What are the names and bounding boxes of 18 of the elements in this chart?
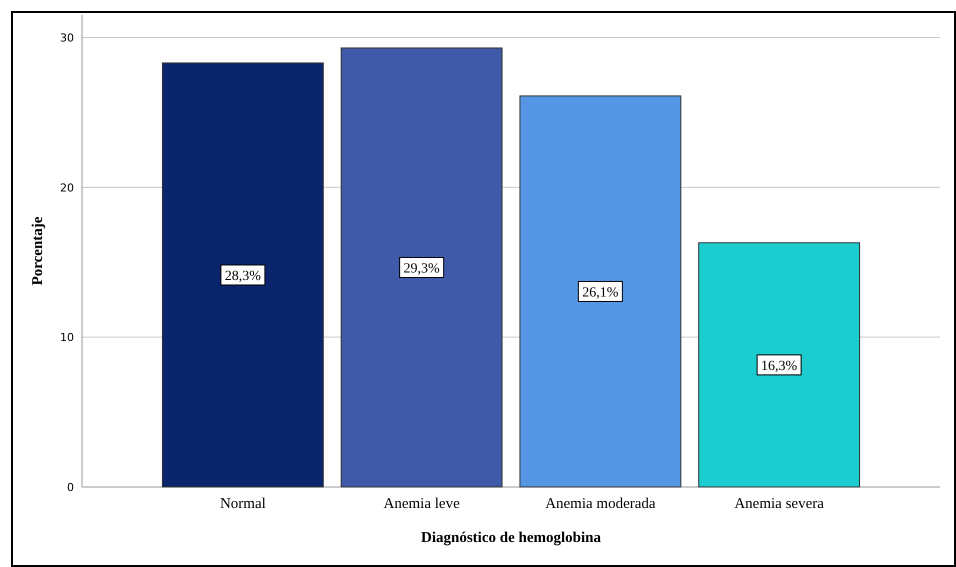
y-tick-label: 0 — [67, 481, 74, 494]
bar — [519, 95, 682, 488]
x-tick-label: Anemia moderada — [545, 496, 656, 512]
bar — [162, 62, 324, 488]
data-label: 16,3% — [761, 358, 798, 374]
y-tick-label: 30 — [60, 31, 74, 44]
x-tick-label: Anemia severa — [734, 496, 824, 512]
bar — [340, 47, 503, 488]
y-tick-label: 20 — [60, 181, 74, 194]
data-label: 28,3% — [224, 268, 262, 284]
x-tick-label: Normal — [220, 496, 266, 512]
bar — [698, 242, 860, 488]
x-axis-title: Diagnóstico de hemoglobina — [420, 530, 602, 546]
data-label: 29,3% — [404, 261, 440, 276]
x-tick-label: Anemia leve — [384, 496, 460, 512]
y-tick-label: 10 — [60, 331, 74, 344]
y-axis-title: Porcentaje — [30, 216, 46, 286]
data-label: 26,1% — [582, 285, 619, 300]
